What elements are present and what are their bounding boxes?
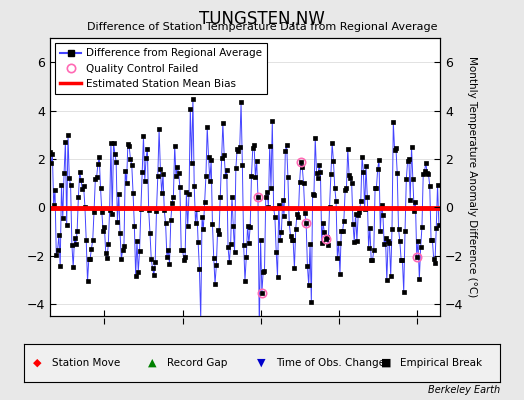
Text: Station Move: Station Move <box>52 358 121 368</box>
Y-axis label: Monthly Temperature Anomaly Difference (°C): Monthly Temperature Anomaly Difference (… <box>467 56 477 298</box>
Text: Berkeley Earth: Berkeley Earth <box>428 385 500 395</box>
Text: Record Gap: Record Gap <box>167 358 227 368</box>
Legend: Difference from Regional Average, Quality Control Failed, Estimated Station Mean: Difference from Regional Average, Qualit… <box>55 43 267 94</box>
Text: ▲: ▲ <box>148 358 156 368</box>
Text: ◆: ◆ <box>33 358 41 368</box>
Text: Time of Obs. Change: Time of Obs. Change <box>276 358 385 368</box>
Text: ■: ■ <box>381 358 392 368</box>
Text: ▼: ▼ <box>257 358 266 368</box>
Text: TUNGSTEN,NW: TUNGSTEN,NW <box>199 10 325 28</box>
Text: Empirical Break: Empirical Break <box>400 358 483 368</box>
Text: Difference of Station Temperature Data from Regional Average: Difference of Station Temperature Data f… <box>87 22 437 32</box>
